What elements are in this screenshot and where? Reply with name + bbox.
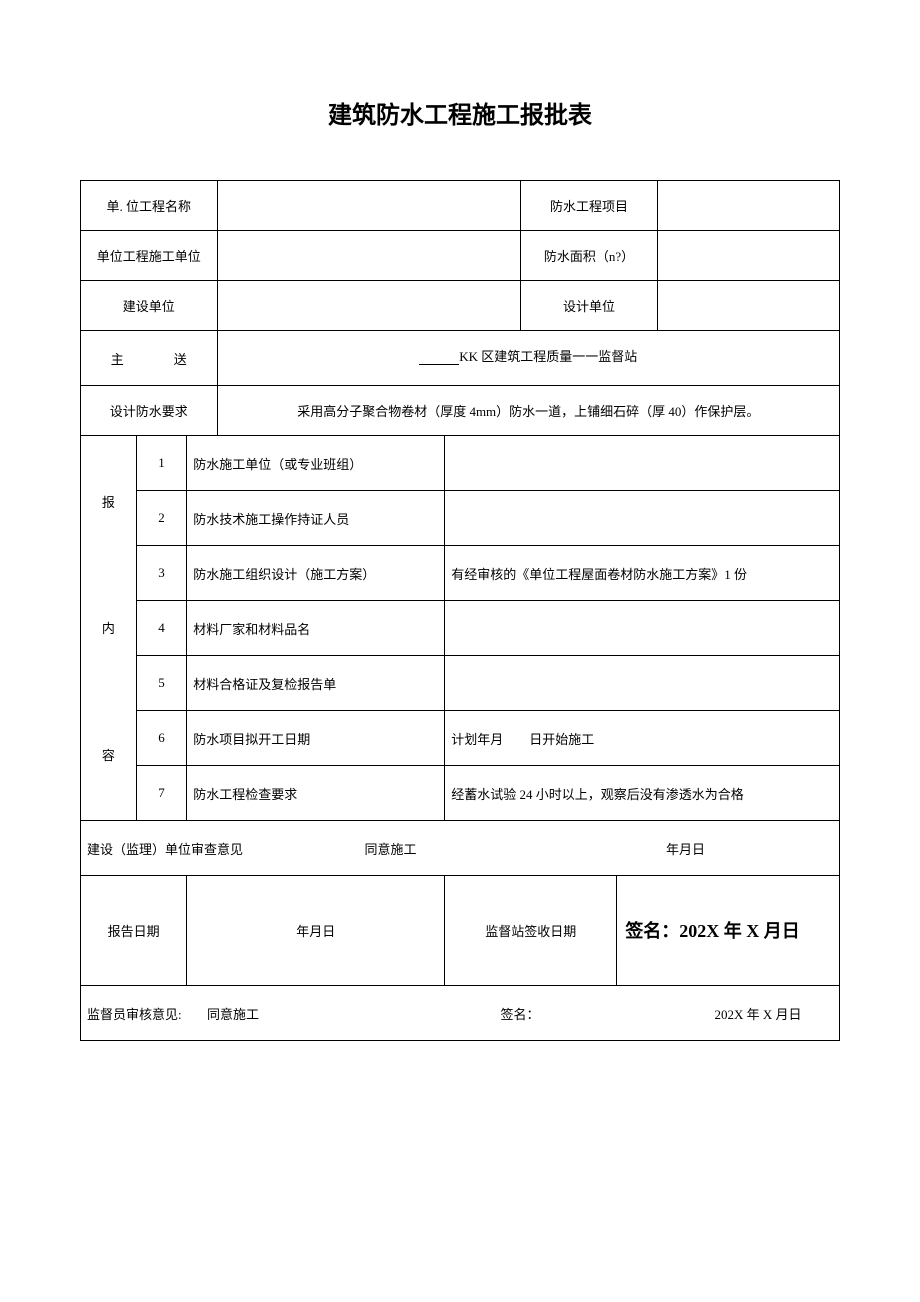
field-signature: 签名：202X 年 X 月日 xyxy=(617,876,840,986)
content-num-3: 3 xyxy=(136,546,187,601)
label-report-date: 报告日期 xyxy=(81,876,187,986)
field-build-unit xyxy=(217,281,521,331)
label-receive-date: 监督站签收日期 xyxy=(445,876,617,986)
content-value-6: 计划年月 日开始施工 xyxy=(445,711,840,766)
label-project-name: 单. 位工程名称 xyxy=(81,181,218,231)
field-design-req: 采用高分子聚合物卷材（厚度 4mm）防水一道，上铺细石碎（厚 40）作保护层。 xyxy=(217,386,839,436)
label-area: 防水面积（n?） xyxy=(521,231,658,281)
label-content-vertical: 报内容 xyxy=(81,436,137,821)
content-label-5: 材料合格证及复检报告单 xyxy=(187,656,445,711)
label-design-req: 设计防水要求 xyxy=(81,386,218,436)
field-wp-item xyxy=(657,181,839,231)
field-design-unit xyxy=(657,281,839,331)
supervisor-row: 监督员审核意见: 同意施工 签名： 202X 年 X 月日 xyxy=(81,986,840,1041)
content-value-7: 经蓄水试验 24 小时以上，观察后没有渗透水为合格 xyxy=(445,766,840,821)
content-label-3: 防水施工组织设计（施工方案） xyxy=(187,546,445,601)
opinion-row: 建设（监理）单位审查意见 同意施工 年月日 xyxy=(81,821,840,876)
label-construction-unit: 单位工程施工单位 xyxy=(81,231,218,281)
field-construction-unit xyxy=(217,231,521,281)
content-label-2: 防水技术施工操作持证人员 xyxy=(187,491,445,546)
content-label-1: 防水施工单位（或专业班组） xyxy=(187,436,445,491)
content-value-2 xyxy=(445,491,840,546)
content-num-4: 4 xyxy=(136,601,187,656)
field-area xyxy=(657,231,839,281)
field-report-date: 年月日 xyxy=(187,876,445,986)
content-num-6: 6 xyxy=(136,711,187,766)
content-num-1: 1 xyxy=(136,436,187,491)
content-num-2: 2 xyxy=(136,491,187,546)
content-label-6: 防水项目拟开工日期 xyxy=(187,711,445,766)
content-value-3: 有经审核的《单位工程屋面卷材防水施工方案》1 份 xyxy=(445,546,840,601)
field-send-to: KK 区建筑工程质量一一监督站 xyxy=(217,331,839,386)
content-value-1 xyxy=(445,436,840,491)
form-table: 单. 位工程名称 防水工程项目 单位工程施工单位 防水面积（n?） 建设单位 设… xyxy=(80,180,840,1041)
label-wp-item: 防水工程项目 xyxy=(521,181,658,231)
content-num-7: 7 xyxy=(136,766,187,821)
content-label-4: 材料厂家和材料品名 xyxy=(187,601,445,656)
label-build-unit: 建设单位 xyxy=(81,281,218,331)
content-label-7: 防水工程检查要求 xyxy=(187,766,445,821)
label-send-to: 主送 xyxy=(81,331,218,386)
content-value-5 xyxy=(445,656,840,711)
page-title: 建筑防水工程施工报批表 xyxy=(80,95,840,130)
label-design-unit: 设计单位 xyxy=(521,281,658,331)
content-value-4 xyxy=(445,601,840,656)
content-num-5: 5 xyxy=(136,656,187,711)
field-project-name xyxy=(217,181,521,231)
